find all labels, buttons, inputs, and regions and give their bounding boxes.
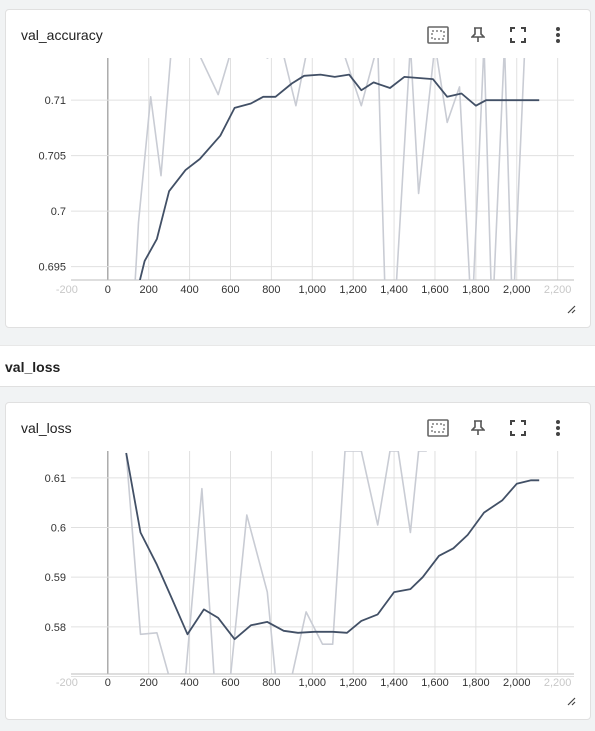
chart-card-val-loss: val_loss -200 0 200 400 600 800 1,000 1,200 1,40… xyxy=(5,402,591,720)
x-tick-label: 0 xyxy=(105,677,111,689)
x-tick-label: 1,200 xyxy=(339,284,367,296)
x-tick-label: 2,000 xyxy=(503,677,531,689)
x-tick-label: 400 xyxy=(180,284,198,296)
x-tick-label: 1,400 xyxy=(380,284,408,296)
y-tick-label: 0.59 xyxy=(45,572,66,584)
x-tick-label: 1,800 xyxy=(462,677,490,689)
y-tick-label: 0.705 xyxy=(38,151,66,163)
x-tick-label: 800 xyxy=(262,284,280,296)
x-tick-label: 1,200 xyxy=(339,677,367,689)
x-tick-label: 600 xyxy=(221,284,239,296)
x-tick-label: 2,000 xyxy=(503,284,531,296)
x-tick-label: 600 xyxy=(221,677,239,689)
y-tick-label: 0.58 xyxy=(45,622,66,634)
x-tick-label: -200 xyxy=(56,284,78,296)
x-tick-label: 800 xyxy=(262,677,280,689)
section-title: val_loss xyxy=(5,359,60,375)
resize-handle-icon[interactable] xyxy=(567,305,576,314)
x-tick-label: 200 xyxy=(140,284,158,296)
x-tick-label: 1,400 xyxy=(380,677,408,689)
y-tick-label: 0.61 xyxy=(45,473,66,485)
plot-val-loss[interactable]: -200 0 200 400 600 800 1,000 1,200 1,400 1,600 1,8… xyxy=(6,403,590,719)
x-tick-label: 2,200 xyxy=(544,284,572,296)
x-tick-label: 400 xyxy=(180,677,198,689)
resize-handle-icon[interactable] xyxy=(567,697,576,706)
series-line-raw xyxy=(126,451,427,677)
x-tick-label: 0 xyxy=(105,284,111,296)
x-tick-label: 200 xyxy=(140,677,158,689)
plot-val-accuracy[interactable]: -200 0 200 400 600 800 1,000 1,200 1,400 1,600 1,8… xyxy=(6,10,590,327)
x-tick-label: 1,000 xyxy=(299,677,327,689)
y-tick-label: 0.71 xyxy=(45,95,66,107)
x-tick-label: 1,600 xyxy=(421,677,449,689)
y-tick-label: 0.695 xyxy=(38,262,66,274)
y-tick-label: 0.7 xyxy=(51,206,66,218)
x-tick-label: 1,600 xyxy=(421,284,449,296)
y-tick-label: 0.6 xyxy=(51,522,66,534)
section-header: val_loss xyxy=(0,345,595,387)
x-tick-label: 1,000 xyxy=(299,284,327,296)
x-tick-label: -200 xyxy=(56,677,78,689)
x-tick-label: 2,200 xyxy=(544,677,572,689)
series-line-smoothed xyxy=(136,75,539,295)
series-line-smoothed xyxy=(126,453,539,639)
chart-card-val-accuracy: val_accuracy -200 0 200 400 600 800 1,000 1,200… xyxy=(5,9,591,328)
x-tick-label: 1,800 xyxy=(462,284,490,296)
